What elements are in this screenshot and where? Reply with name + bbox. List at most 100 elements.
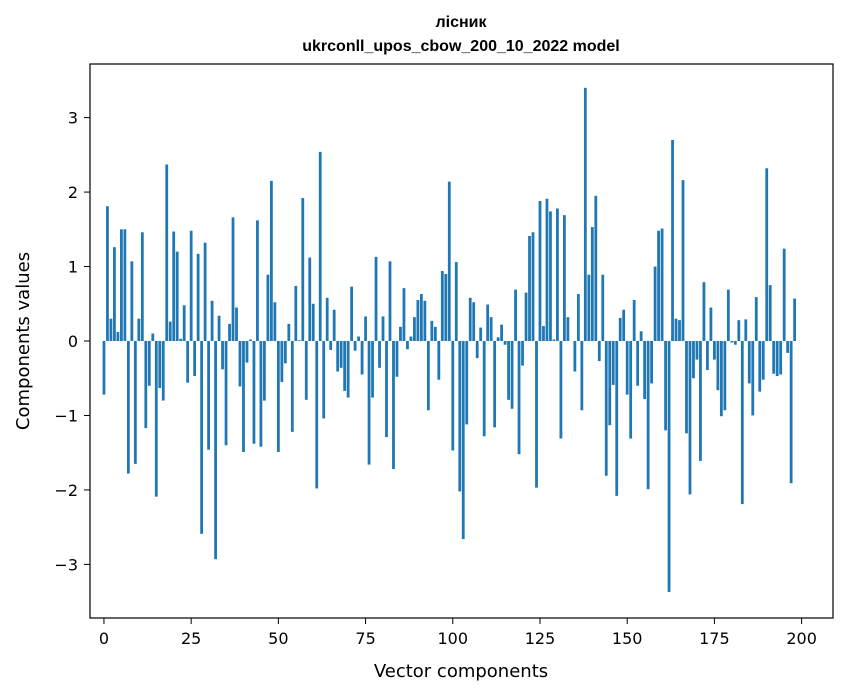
bar-105 <box>468 297 472 341</box>
bar-18 <box>165 164 169 341</box>
bar-155 <box>643 341 647 400</box>
bar-136 <box>576 294 580 341</box>
bar-26 <box>193 341 197 376</box>
bar-183 <box>740 341 744 505</box>
x-tick-label: 150 <box>612 629 643 648</box>
chart-title-line2: ukrconll_upos_cbow_200_10_2022 model <box>302 38 619 55</box>
bar-81 <box>385 341 388 438</box>
bar-101 <box>454 262 458 341</box>
bar-102 <box>458 341 462 492</box>
y-tick-label: 1 <box>68 258 78 277</box>
bar-191 <box>768 285 772 341</box>
bar-137 <box>580 341 584 411</box>
bar-56 <box>297 340 301 341</box>
y-tick-label: 3 <box>68 109 78 128</box>
bar-12 <box>144 341 148 429</box>
bar-181 <box>733 341 737 345</box>
bar-22 <box>179 338 183 341</box>
bar-73 <box>357 336 360 341</box>
bar-24 <box>186 341 190 383</box>
bar-141 <box>594 195 598 341</box>
x-tick-label: 125 <box>525 629 556 648</box>
bar-109 <box>482 341 486 437</box>
bar-175 <box>713 341 716 360</box>
x-tick-label: 75 <box>355 629 375 648</box>
bar-145 <box>608 341 612 426</box>
bar-184 <box>744 319 748 341</box>
bar-11 <box>140 232 144 341</box>
bar-110 <box>486 304 490 341</box>
bar-62 <box>318 151 322 341</box>
bar-32 <box>214 341 217 560</box>
bar-95 <box>433 326 437 341</box>
chart-title-line1: лісник <box>435 14 487 31</box>
bar-196 <box>786 341 790 353</box>
bar-140 <box>590 227 594 341</box>
bar-99 <box>447 181 451 341</box>
bar-122 <box>528 236 531 341</box>
bar-29 <box>203 242 207 341</box>
bar-3 <box>113 247 116 341</box>
bar-25 <box>189 230 193 341</box>
bar-192 <box>772 341 776 374</box>
bar-15 <box>154 341 158 497</box>
bar-165 <box>678 320 681 341</box>
bar-85 <box>399 326 402 341</box>
bar-100 <box>451 341 455 451</box>
bar-156 <box>646 341 650 490</box>
bar-89 <box>413 317 416 341</box>
bar-20 <box>172 231 176 341</box>
bar-17 <box>161 341 165 401</box>
bar-45 <box>259 341 263 447</box>
bar-35 <box>224 341 228 446</box>
bar-115 <box>503 341 507 345</box>
bar-194 <box>779 341 783 375</box>
bar-178 <box>723 341 727 411</box>
bar-138 <box>583 87 587 341</box>
bar-121 <box>524 292 528 341</box>
bar-92 <box>423 300 427 341</box>
bar-123 <box>531 232 535 341</box>
bar-94 <box>430 320 434 341</box>
bar-16 <box>158 341 162 388</box>
bar-33 <box>217 315 221 341</box>
x-tick-label: 25 <box>181 629 201 648</box>
bar-51 <box>280 341 284 382</box>
bar-79 <box>378 341 381 368</box>
bar-93 <box>426 341 430 411</box>
bar-77 <box>371 341 374 398</box>
bar-83 <box>392 341 395 470</box>
bar-82 <box>388 261 392 341</box>
bar-71 <box>350 286 354 341</box>
bar-114 <box>500 324 504 341</box>
bar-179 <box>726 289 730 341</box>
y-tick-label: −2 <box>54 481 78 500</box>
bar-64 <box>325 297 329 341</box>
bar-50 <box>276 341 280 452</box>
bar-168 <box>688 341 692 495</box>
bar-132 <box>563 215 566 341</box>
x-axis-ticks: 0 25 50 75 100 125 150 175 200 <box>99 618 817 648</box>
bar-40 <box>242 341 245 452</box>
bar-49 <box>273 302 277 341</box>
bar-167 <box>685 341 688 434</box>
bar-87 <box>406 341 409 350</box>
bar-36 <box>228 323 231 341</box>
bar-166 <box>681 180 685 341</box>
bar-14 <box>151 333 155 341</box>
bar-161 <box>664 341 667 431</box>
bar-162 <box>667 341 671 592</box>
bar-80 <box>381 316 385 341</box>
bar-186 <box>751 341 755 416</box>
bar-52 <box>283 341 287 364</box>
bar-21 <box>175 251 179 341</box>
bar-86 <box>402 288 406 341</box>
bar-195 <box>782 248 786 341</box>
bar-43 <box>252 341 256 444</box>
bar-157 <box>650 341 654 384</box>
bar-198 <box>793 298 797 341</box>
bar-131 <box>559 341 563 439</box>
bar-39 <box>238 341 242 387</box>
bar-133 <box>566 317 570 341</box>
bar-91 <box>419 294 423 341</box>
